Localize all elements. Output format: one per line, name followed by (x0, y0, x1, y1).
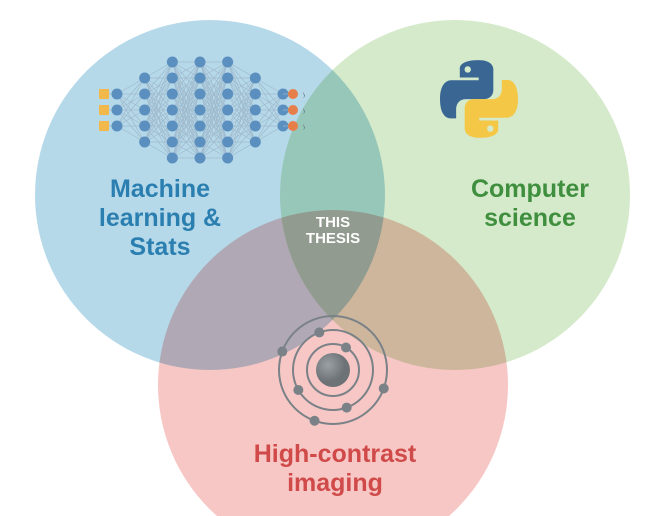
orbit-icon (265, 302, 401, 438)
svg-text:x1: x1 (95, 92, 96, 98)
neural-net-icon: x1 x2 x3 y1 y2 y3 (95, 55, 305, 165)
label-hci: High-contrastimaging (200, 440, 470, 498)
svg-text:x2: x2 (95, 108, 96, 114)
label-ml: Machinelearning &Stats (75, 175, 245, 261)
svg-text:y3: y3 (303, 124, 305, 130)
venn-diagram: x1 x2 x3 y1 y2 y3 Machinelearning &Stats Comp… (0, 0, 653, 516)
label-center: THISTHESIS (298, 215, 368, 247)
svg-text:y2: y2 (303, 108, 305, 114)
svg-text:x3: x3 (95, 124, 96, 130)
python-logo-icon (440, 60, 518, 138)
label-cs: Computerscience (445, 175, 615, 233)
svg-text:y1: y1 (303, 92, 305, 98)
